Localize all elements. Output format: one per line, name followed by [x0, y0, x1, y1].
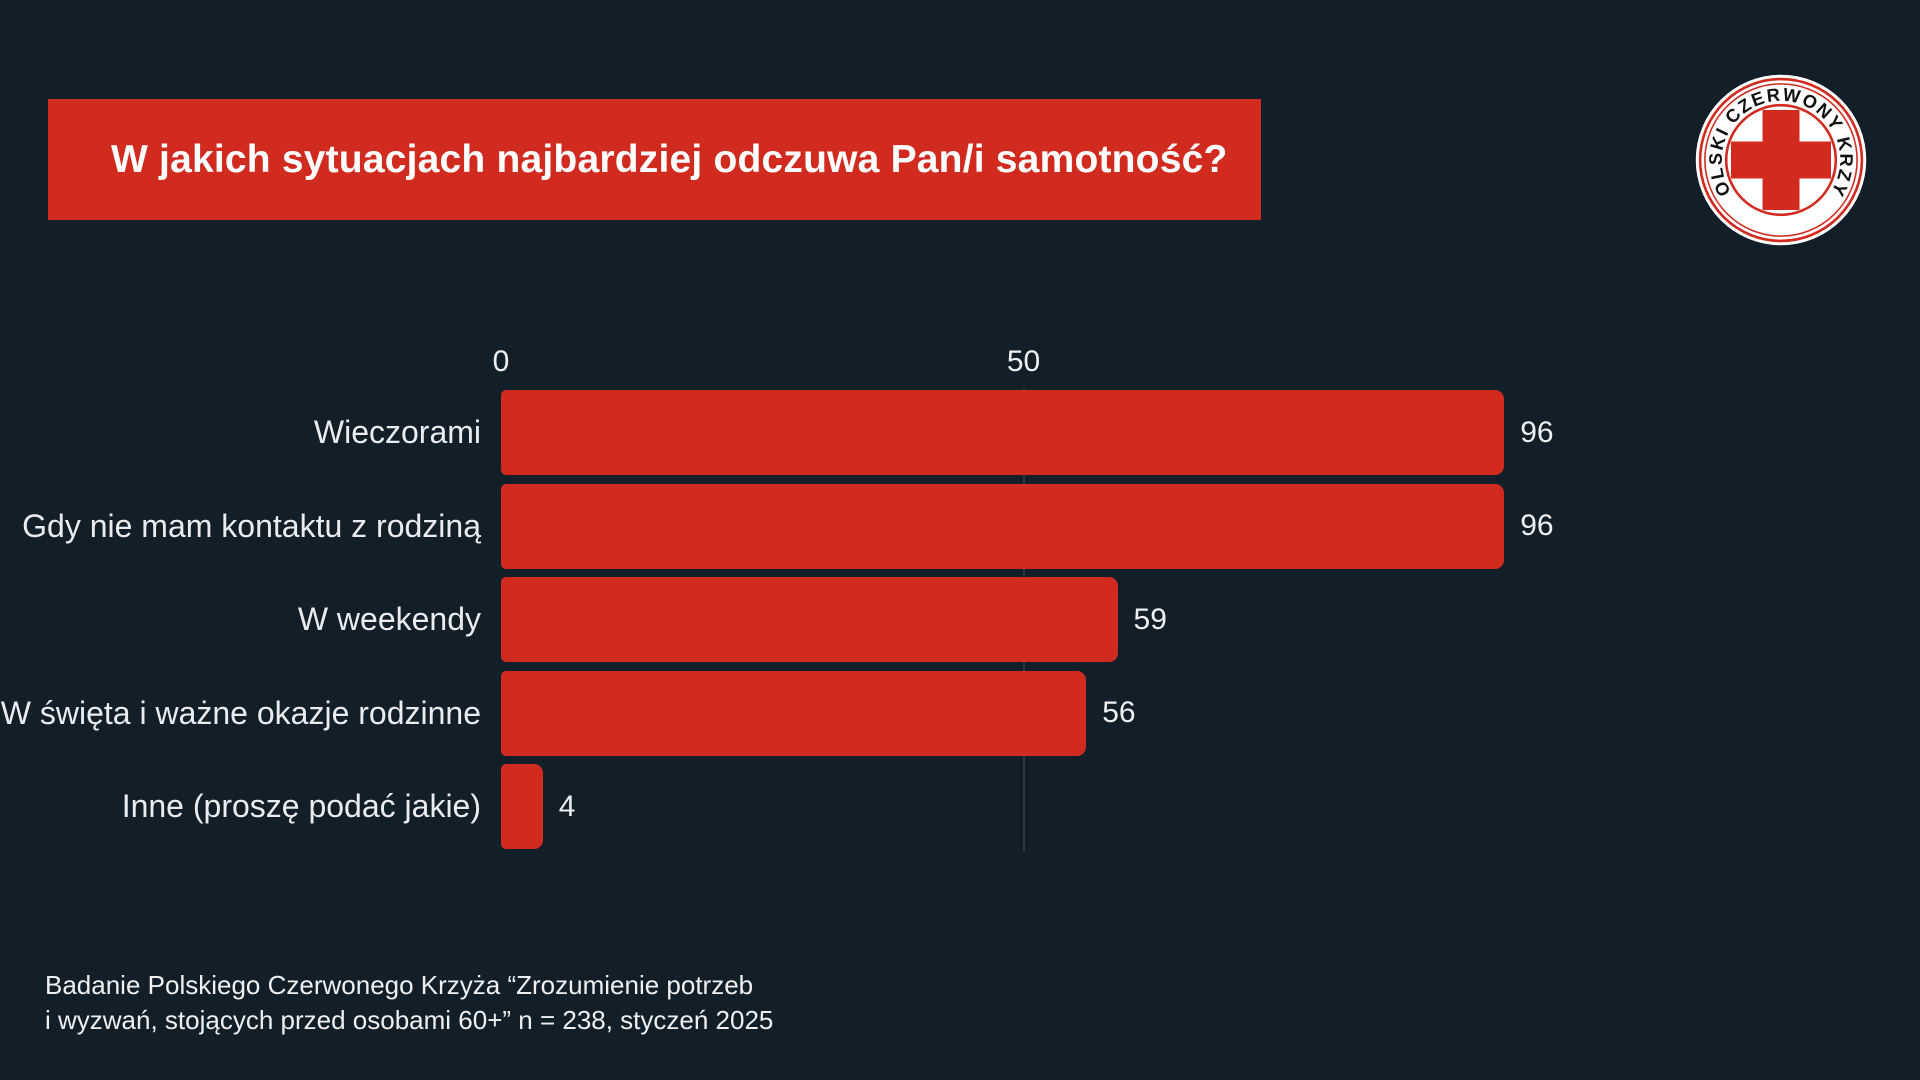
bar — [501, 390, 1505, 475]
page-title: W jakich sytuacjach najbardziej odczuwa … — [111, 137, 1228, 181]
bar — [501, 764, 543, 849]
category-label: Gdy nie mam kontaktu z rodziną — [22, 507, 481, 544]
polish-red-cross-logo: POLSKI CZERWONY KRZYŻ — [1694, 73, 1867, 246]
logo-inner-ring — [1724, 103, 1838, 217]
logo-outer-ring-inner-line — [1704, 83, 1858, 237]
title-banner: W jakich sytuacjach najbardziej odczuwa … — [48, 99, 1261, 220]
value-label: 96 — [1520, 415, 1554, 449]
category-label: W weekendy — [297, 601, 481, 637]
x-tick-label: 0 — [492, 345, 510, 378]
bar — [501, 483, 1505, 569]
source-note-line-2: i wyzwań, stojących przed osobami 60+” n… — [45, 1005, 774, 1035]
x-tick-label: 50 — [1006, 345, 1041, 378]
value-label: 96 — [1520, 509, 1554, 542]
value-label: 56 — [1102, 696, 1136, 729]
source-note-line-1: Badanie Polskiego Czerwonego Krzyża “Zro… — [45, 970, 754, 1000]
bar — [501, 577, 1118, 662]
category-label: W święta i ważne okazje rodzinne — [0, 694, 481, 731]
category-label: Wieczorami — [313, 414, 481, 450]
red-cross-icon — [1730, 109, 1832, 211]
category-label: Inne (proszę podać jakie) — [121, 788, 481, 824]
logo-outer-ring — [1698, 77, 1864, 243]
bar — [501, 670, 1087, 756]
value-label: 4 — [558, 789, 576, 823]
value-label: 59 — [1133, 602, 1167, 636]
source-note: Badanie Polskiego Czerwonego Krzyża “Zro… — [45, 968, 773, 1038]
